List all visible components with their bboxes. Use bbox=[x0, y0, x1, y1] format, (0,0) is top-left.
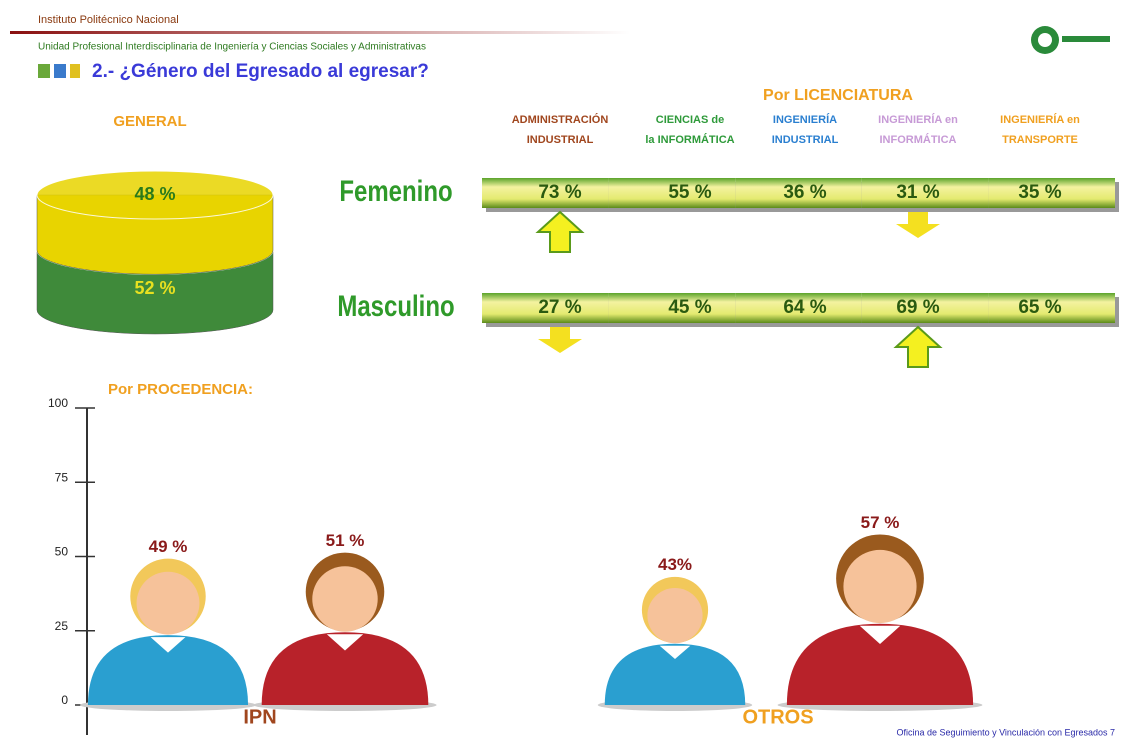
category-label: INGENIERÍA en INFORMÁTICA bbox=[878, 113, 958, 146]
value-label: 51 % bbox=[326, 531, 365, 550]
strip-cell bbox=[482, 293, 609, 323]
down-arrow bbox=[896, 212, 940, 238]
y-tick-label: 25 bbox=[55, 619, 69, 633]
strip-cell bbox=[735, 178, 862, 208]
category-label: ADMINISTRACIÓN INDUSTRIAL bbox=[512, 113, 609, 146]
y-tick-label: 75 bbox=[55, 470, 69, 484]
face bbox=[843, 549, 917, 624]
pictogram-title: Por PROCEDENCIA: bbox=[108, 381, 253, 398]
header-rule bbox=[10, 31, 630, 34]
logo bbox=[1031, 26, 1110, 54]
title-icon bbox=[38, 64, 80, 78]
institute: Instituto Politécnico Nacional bbox=[38, 14, 179, 26]
strip-cell bbox=[861, 293, 989, 323]
body bbox=[786, 623, 974, 705]
footer: Oficina de Seguimiento y Vinculación con… bbox=[897, 727, 1115, 737]
strip-cell bbox=[608, 178, 736, 208]
person bbox=[777, 534, 983, 711]
category-label: IPN bbox=[243, 706, 276, 728]
value-label: 43% bbox=[658, 555, 692, 574]
value-label: 64 % bbox=[783, 297, 826, 318]
value-label: 55 % bbox=[668, 182, 711, 203]
pie-title: GENERAL bbox=[113, 113, 186, 130]
body bbox=[87, 635, 249, 705]
value-label: 27 % bbox=[538, 297, 581, 318]
collar bbox=[150, 637, 186, 653]
up-arrow bbox=[893, 325, 943, 368]
up-arrow bbox=[535, 210, 585, 253]
pie-value-label: 52 % bbox=[134, 278, 175, 298]
pie-value-label: 48 % bbox=[134, 184, 175, 204]
collar bbox=[326, 634, 364, 651]
strip-cell bbox=[608, 293, 736, 323]
value-label: 69 % bbox=[896, 297, 939, 318]
y-tick-label: 50 bbox=[55, 545, 69, 559]
down-arrow bbox=[538, 327, 582, 353]
person bbox=[79, 558, 257, 711]
unit: Unidad Profesional Interdisciplinaria de… bbox=[38, 42, 426, 53]
value-label: 65 % bbox=[1018, 297, 1061, 318]
value-label: 36 % bbox=[783, 182, 826, 203]
value-label: 57 % bbox=[861, 513, 900, 532]
y-tick-label: 0 bbox=[61, 693, 68, 707]
strip-cell bbox=[988, 178, 1115, 208]
person bbox=[253, 552, 437, 711]
value-label: 45 % bbox=[668, 297, 711, 318]
category-label: INGENIERÍA en TRANSPORTE bbox=[1000, 113, 1080, 146]
face bbox=[136, 571, 200, 635]
category-label: OTROS bbox=[742, 706, 813, 728]
value-label: 35 % bbox=[1018, 182, 1061, 203]
body bbox=[604, 643, 746, 705]
slab-top bbox=[36, 170, 274, 220]
strip-title: Por LICENCIATURA bbox=[763, 87, 913, 104]
category-label: CIENCIAS de la INFORMÁTICA bbox=[645, 114, 734, 146]
slide-title: 2.- ¿Género del Egresado al egresar? bbox=[92, 61, 429, 82]
body bbox=[261, 632, 429, 705]
collar bbox=[859, 625, 901, 645]
y-tick-label: 100 bbox=[48, 396, 68, 410]
strip-cell bbox=[988, 293, 1115, 323]
series-label: Masculino bbox=[337, 288, 454, 322]
strip-cell bbox=[861, 178, 989, 208]
strip-cell bbox=[735, 293, 862, 323]
value-label: 49 % bbox=[149, 537, 188, 556]
face bbox=[647, 588, 703, 644]
value-label: 31 % bbox=[896, 182, 939, 203]
collar bbox=[659, 645, 691, 660]
person bbox=[597, 576, 753, 711]
series-label: Femenino bbox=[339, 173, 452, 207]
value-label: 73 % bbox=[538, 182, 581, 203]
pie-slab bbox=[36, 170, 274, 275]
strip-cell bbox=[482, 178, 609, 208]
face bbox=[312, 566, 378, 632]
category-label: INGENIERÍA INDUSTRIAL bbox=[772, 113, 839, 146]
